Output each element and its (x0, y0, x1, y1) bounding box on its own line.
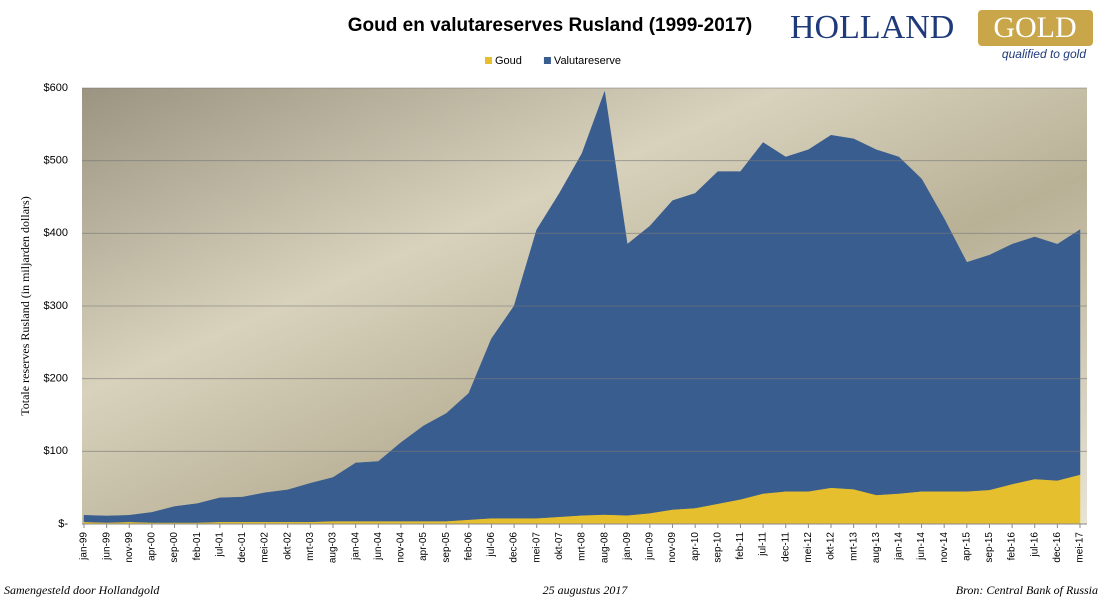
x-tick-label: sep-15 (984, 532, 995, 563)
x-tick-label: jan-09 (622, 532, 633, 561)
x-tick-label: dec-16 (1052, 532, 1063, 563)
x-tick-label: apr-00 (147, 532, 158, 561)
x-tick-label: aug-03 (328, 532, 339, 564)
x-tick-label: aug-13 (871, 532, 882, 564)
x-tick-label: jan-04 (350, 532, 361, 561)
x-tick-label: mrt-03 (305, 532, 316, 561)
x-tick-label: jun-04 (373, 532, 384, 561)
y-axis-title: Totale reserves Rusland (in miljarden do… (18, 196, 32, 415)
y-tick-label: $- (58, 518, 68, 530)
y-tick-label: $500 (44, 155, 68, 167)
x-tick-label: feb-01 (192, 532, 203, 561)
brand-accent: GOLD (993, 11, 1076, 44)
x-tick-label: jul-11 (758, 532, 769, 557)
x-tick-label: apr-10 (690, 532, 701, 561)
x-tick-label: sep-00 (169, 532, 180, 563)
x-tick-label: mei-17 (1075, 532, 1086, 563)
x-tick-label: nov-99 (124, 532, 135, 563)
x-tick-label: jul-16 (1029, 532, 1040, 558)
x-tick-label: mrt-08 (577, 532, 588, 561)
legend-label: Valutareserve (554, 55, 621, 67)
y-tick-label: $400 (44, 227, 68, 239)
x-tick-label: dec-11 (780, 532, 791, 562)
y-tick-label: $600 (44, 82, 68, 94)
x-tick-label: jan-14 (894, 532, 905, 561)
x-tick-label: mei-02 (260, 532, 271, 563)
x-tick-label: feb-06 (463, 532, 474, 561)
x-tick-label: apr-05 (418, 532, 429, 561)
y-tick-label: $100 (44, 445, 68, 457)
x-tick-label: jun-99 (101, 532, 112, 561)
x-tick-label: jan-99 (79, 532, 90, 561)
y-tick-label: $200 (44, 373, 68, 385)
x-tick-label: okt-12 (826, 532, 837, 560)
x-tick-label: okt-02 (282, 532, 293, 560)
x-tick-label: sep-10 (712, 532, 723, 563)
x-tick-label: nov-04 (396, 532, 407, 563)
x-tick-label: dec-06 (509, 532, 520, 563)
x-tick-label: jun-14 (916, 532, 927, 561)
x-tick-label: jul-06 (486, 532, 497, 558)
legend-label: Goud (495, 55, 522, 67)
x-tick-label: nov-14 (939, 532, 950, 563)
x-tick-label: dec-01 (237, 532, 248, 563)
x-tick-label: jun-09 (645, 532, 656, 561)
x-tick-label: nov-09 (667, 532, 678, 563)
x-tick-label: feb-11 (735, 532, 746, 560)
legend-swatch (485, 57, 492, 64)
brand-box (978, 10, 1093, 46)
x-tick-label: mrt-13 (848, 532, 859, 561)
tagline: qualified to gold (1002, 47, 1086, 61)
y-tick-label: $300 (44, 300, 68, 312)
area (83, 91, 1081, 523)
footer-left: Samengesteld door Hollandgold (4, 583, 160, 597)
brand: HOLLAND (790, 9, 954, 46)
legend-swatch (543, 57, 551, 64)
x-tick-label: apr-15 (961, 532, 972, 561)
x-tick-label: mei-12 (803, 532, 814, 563)
x-tick-label: mei-07 (531, 532, 542, 563)
x-tick-label: sep-05 (441, 532, 452, 563)
x-tick-label: feb-16 (1007, 532, 1018, 561)
footer-right: Bron: Central Bank of Russia (956, 583, 1098, 597)
x-tick-label: aug-08 (599, 532, 610, 564)
x-tick-label: jul-01 (214, 532, 225, 558)
footer-center: 25 augustus 2017 (543, 583, 629, 597)
chart-title: Goud en valutareserves Rusland (1999-201… (348, 15, 752, 36)
x-tick-label: okt-07 (554, 532, 565, 560)
